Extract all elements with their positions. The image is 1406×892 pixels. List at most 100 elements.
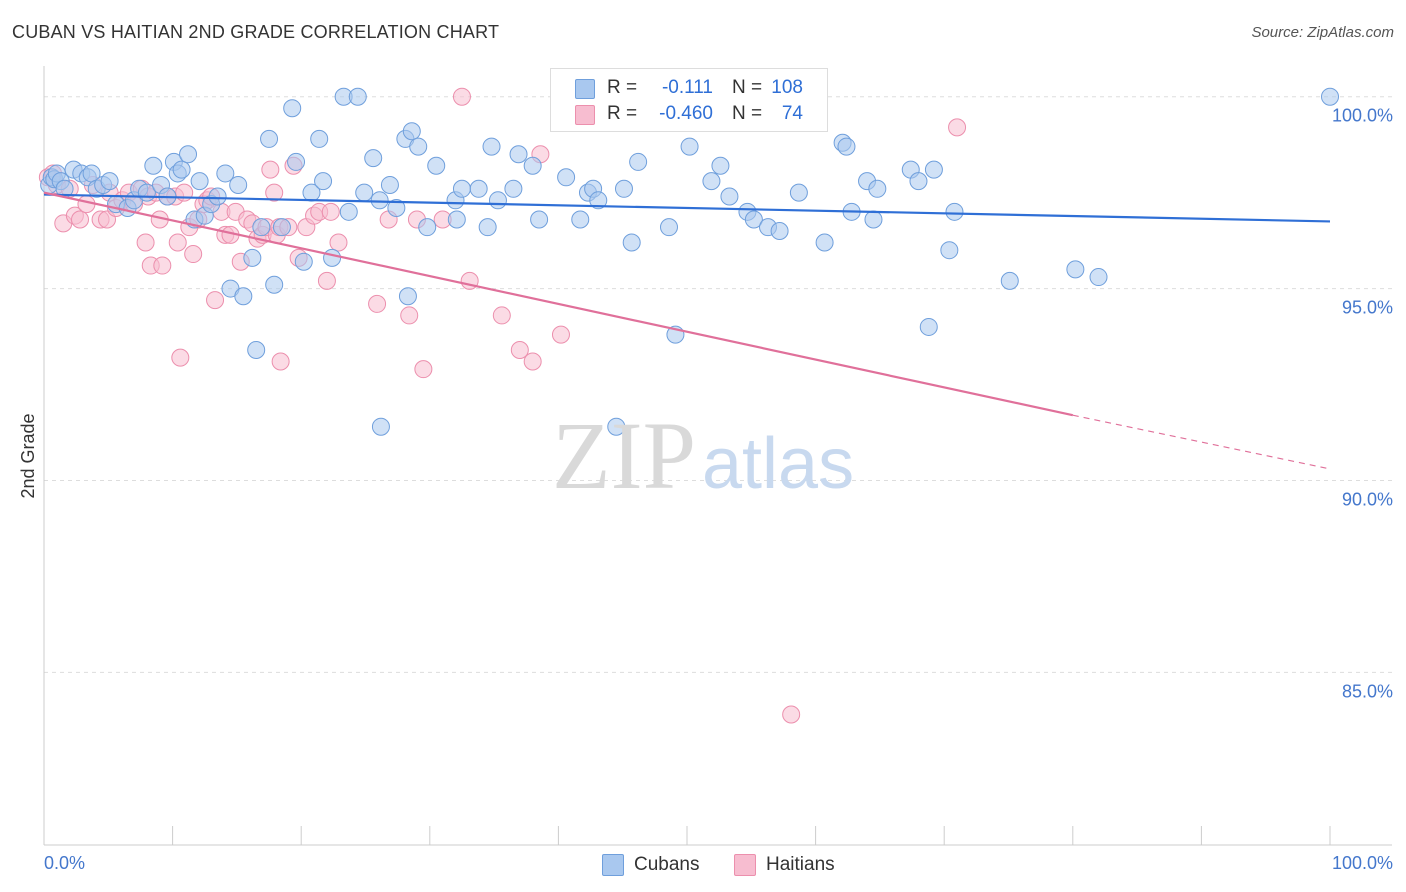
cubans-point <box>868 179 887 198</box>
cubans-point <box>234 287 253 306</box>
cubans-point <box>571 210 590 229</box>
legend-haitians-swatch <box>734 854 756 876</box>
chart-title: CUBAN VS HAITIAN 2ND GRADE CORRELATION C… <box>12 22 500 42</box>
cubans-point <box>310 129 329 148</box>
axes <box>43 66 1392 846</box>
haitians-point <box>782 705 801 724</box>
watermark-atlas: atlas <box>702 424 855 504</box>
cubans-point <box>229 175 248 194</box>
haitians-point <box>551 325 570 344</box>
haitians-point <box>400 306 419 325</box>
haitians-point <box>452 87 471 106</box>
legend-haitians-label: Haitians <box>766 854 835 875</box>
cubans-point <box>283 99 302 118</box>
haitians-point <box>523 352 542 371</box>
cubans-point <box>387 198 406 217</box>
legend-cubans-swatch <box>602 854 624 876</box>
cubans-point <box>924 160 943 179</box>
cubans-r-label: R = <box>607 77 638 98</box>
cubans-point <box>144 156 163 175</box>
tick-labels: 85.0% 90.0% 95.0% 100.0% 0.0% 100.0% 2nd Grade <box>18 106 1393 873</box>
cubans-point <box>323 248 342 267</box>
cubans-swatch <box>575 79 595 99</box>
trend-lines <box>43 191 1331 470</box>
haitians-point <box>261 160 280 179</box>
cubans-point <box>530 210 549 229</box>
haitians-point <box>271 352 290 371</box>
cubans-point <box>940 241 959 260</box>
cubans-point <box>837 137 856 156</box>
cubans-point <box>909 172 928 191</box>
cubans-point <box>447 210 466 229</box>
cubans-point <box>402 122 421 141</box>
cubans-point <box>1089 268 1108 287</box>
haitians-point <box>492 306 511 325</box>
cubans-point <box>919 317 938 336</box>
cubans-point <box>488 191 507 210</box>
cubans-point <box>629 152 648 171</box>
cubans-point <box>1000 271 1019 290</box>
cubans-point <box>815 233 834 252</box>
cubans-point <box>770 222 789 241</box>
cubans-point <box>172 160 191 179</box>
cubans-point <box>702 172 721 191</box>
y-tick-label: 85.0% <box>1342 681 1393 701</box>
haitians-trend-line <box>43 191 1074 417</box>
cubans-point <box>348 87 367 106</box>
cubans-point <box>523 156 542 175</box>
cubans-point <box>190 172 209 191</box>
cubans-n-label: N = <box>732 77 763 98</box>
cubans-point <box>452 179 471 198</box>
haitians-n-value: 74 <box>781 103 803 124</box>
x-tick-label-start: 0.0% <box>44 853 85 873</box>
stats-row-haitians: R = -0.460 N = 74 <box>551 101 827 127</box>
cubans-point <box>208 187 227 206</box>
haitians-point <box>168 233 187 252</box>
cubans-point <box>504 179 523 198</box>
haitians-point <box>329 233 348 252</box>
x-tick-label-end: 100.0% <box>1332 853 1393 873</box>
source-label: Source: ZipAtlas.com <box>1251 24 1394 41</box>
y-tick-label: 95.0% <box>1342 298 1393 318</box>
cubans-point <box>216 164 235 183</box>
cubans-point <box>272 218 291 237</box>
cubans-points <box>40 87 1339 436</box>
haitians-n-label: N = <box>732 103 763 124</box>
cubans-point <box>744 210 763 229</box>
cubans-point <box>720 187 739 206</box>
cubans-point <box>294 252 313 271</box>
haitians-swatch <box>575 105 595 125</box>
cubans-point <box>482 137 501 156</box>
haitians-point <box>317 271 336 290</box>
cubans-point <box>355 183 374 202</box>
haitians-point <box>510 340 529 359</box>
haitians-point <box>206 291 225 310</box>
haitians-point <box>265 183 284 202</box>
cubans-point <box>478 218 497 237</box>
cubans-point <box>1321 87 1339 106</box>
cubans-point <box>314 172 333 191</box>
cubans-point <box>252 218 271 237</box>
cubans-point <box>680 137 699 156</box>
stats-box: R = -0.111 N = 108 R = -0.460 N = 74 <box>550 68 828 132</box>
cubans-point <box>247 340 266 359</box>
cubans-point <box>409 137 428 156</box>
haitians-point <box>321 202 340 221</box>
haitians-point <box>368 294 387 313</box>
cubans-r-value: -0.111 <box>661 77 713 98</box>
cubans-point <box>364 149 383 168</box>
cubans-point <box>789 183 808 202</box>
cubans-point <box>622 233 641 252</box>
cubans-n-value: 108 <box>771 77 803 98</box>
haitians-r-value: -0.460 <box>659 103 713 124</box>
cubans-point <box>179 145 198 164</box>
haitians-point <box>136 233 155 252</box>
watermark-zip: ZIP <box>552 402 696 509</box>
cubans-point <box>945 202 964 221</box>
cubans-point <box>243 248 262 267</box>
cubans-point <box>260 129 279 148</box>
haitians-point <box>153 256 172 275</box>
cubans-point <box>557 168 576 187</box>
y-axis-label: 2nd Grade <box>18 413 38 498</box>
cubans-point <box>427 156 446 175</box>
